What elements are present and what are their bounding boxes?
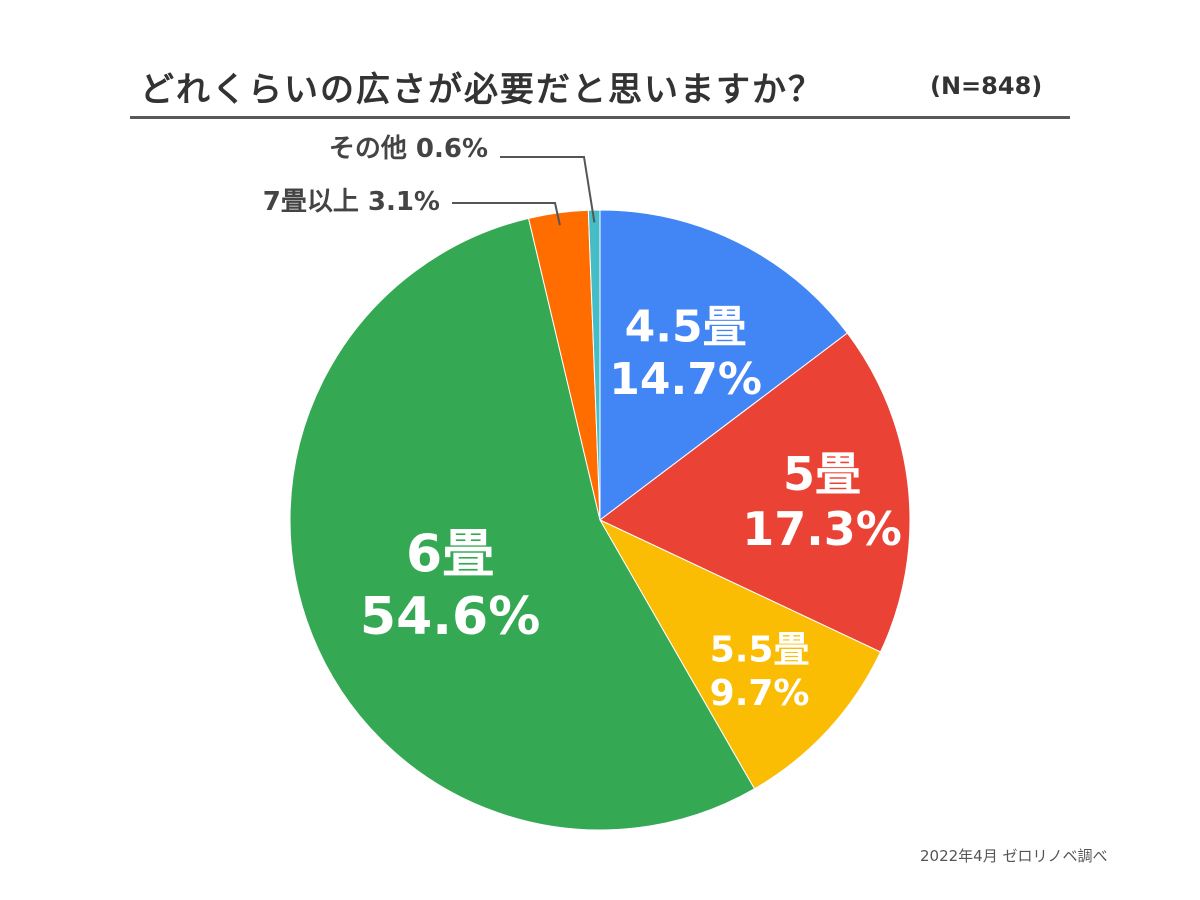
slice-category-label: 6畳 xyxy=(406,525,494,585)
slice-value-label: 9.7% xyxy=(710,673,810,714)
pie-slice-6 xyxy=(587,209,601,521)
pie-slice-2 xyxy=(599,332,911,653)
sample-size-label: (N=848) xyxy=(930,72,1043,100)
slice-category-label: 5.5畳 xyxy=(710,630,810,671)
slice-value-label: 17.3% xyxy=(742,502,902,556)
slice-value-label: 14.7% xyxy=(609,354,762,405)
source-note: 2022年4月 ゼロリノベ調べ xyxy=(920,847,1108,865)
slice-value-label: 54.6% xyxy=(360,587,540,647)
callout-leader-line xyxy=(452,202,561,226)
callout-label: その他 0.6% xyxy=(329,134,488,164)
pie-slice-4 xyxy=(289,217,756,831)
chart-header: どれくらいの広さが必要だと思いますか？ (N=848) xyxy=(130,40,1070,119)
callout-label: 7畳以上 3.1% xyxy=(263,187,440,217)
callout-leader-line xyxy=(500,156,596,223)
chart-title: どれくらいの広さが必要だと思いますか？ xyxy=(140,70,824,110)
slice-category-label: 5畳 xyxy=(783,447,861,501)
pie-slice-3 xyxy=(598,518,882,790)
slice-category-label: 4.5畳 xyxy=(625,301,747,352)
pie-slice-1 xyxy=(599,209,849,522)
